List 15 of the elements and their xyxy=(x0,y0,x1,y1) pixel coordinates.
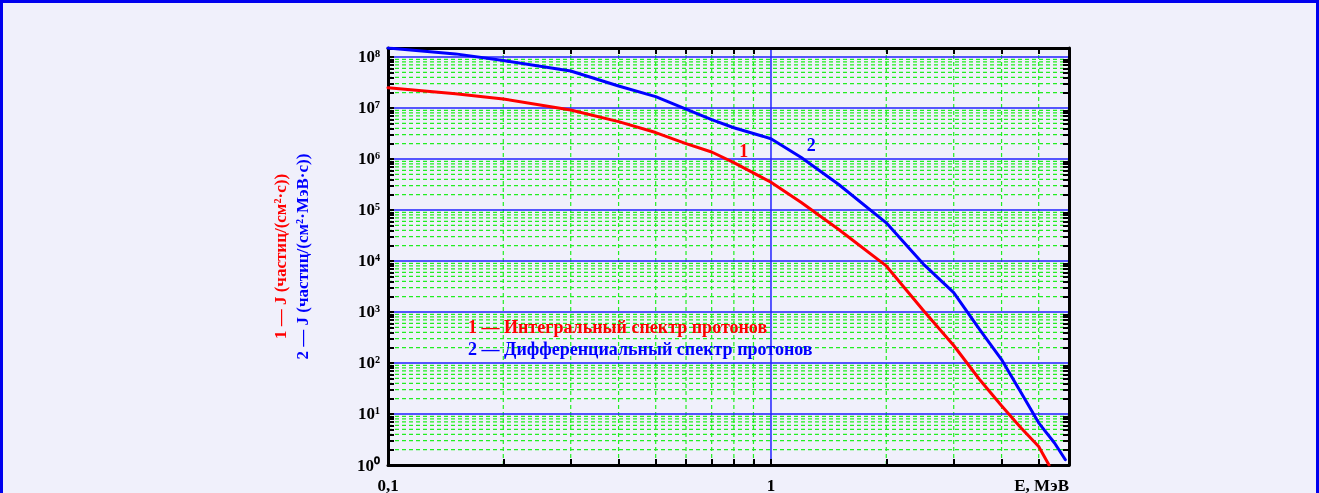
y-tick-label: 10⁸ xyxy=(357,47,380,67)
y-tick-label: 10⁴ xyxy=(357,251,380,271)
x-tick-label: 0,1 xyxy=(377,476,399,493)
y-tick-label: 10⁶ xyxy=(357,149,380,169)
text: 1 — Интегральный спектр протонов xyxy=(468,317,768,337)
annotation: 2 xyxy=(806,135,816,156)
y-tick-label: 10³ xyxy=(357,302,380,322)
annotation: 1 xyxy=(739,140,749,161)
x-axis-title: E, МэВ xyxy=(1014,476,1069,493)
y-tick-label: 10⁷ xyxy=(357,98,380,118)
y-tick-label: 10² xyxy=(357,353,380,373)
y-tick-label: 10⁰ xyxy=(357,455,380,475)
y-tick-label: 10⁵ xyxy=(357,200,380,220)
y-axis-title: 1 — J (частиц/(см²·с)) 2 — J (частиц/(см²·МэВ·с)) xyxy=(270,153,312,360)
y-tick-label: 10¹ xyxy=(357,404,380,424)
